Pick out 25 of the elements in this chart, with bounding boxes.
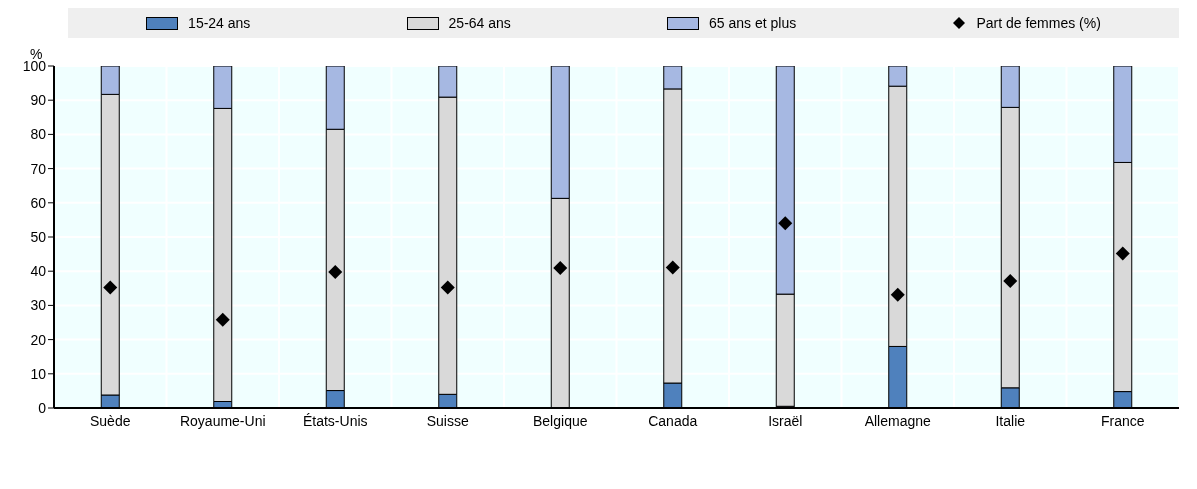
y-tick-label: 90 bbox=[30, 92, 47, 109]
y-tick-label: 10 bbox=[30, 365, 47, 382]
y-tick-label: 30 bbox=[30, 297, 47, 314]
x-tick-label: Suisse bbox=[426, 412, 469, 429]
y-tick-label: 40 bbox=[30, 263, 47, 280]
x-tick-label: Allemagne bbox=[864, 412, 932, 429]
x-tick-label: France bbox=[1100, 412, 1145, 429]
y-tick-label: 60 bbox=[30, 194, 47, 211]
x-tick-label: Israël bbox=[768, 412, 803, 429]
legend-label: 25-64 ans bbox=[448, 15, 511, 31]
y-tick-label: 20 bbox=[30, 331, 47, 348]
y-tick-label: 0 bbox=[38, 399, 47, 416]
legend-label: Part de femmes (%) bbox=[976, 15, 1101, 31]
x-tick-label: Canada bbox=[648, 412, 698, 429]
y-tick-label: 70 bbox=[30, 160, 47, 177]
y-tick-label: 50 bbox=[30, 228, 47, 245]
x-tick-label: Suède bbox=[90, 412, 131, 429]
x-tick-label: Belgique bbox=[533, 412, 588, 429]
x-tick-label: Italie bbox=[995, 412, 1026, 429]
y-axis-title: % bbox=[30, 46, 43, 62]
x-tick-label: États-Unis bbox=[302, 412, 368, 429]
y-tick-label: 80 bbox=[30, 126, 47, 143]
legend-label: 65 ans et plus bbox=[709, 15, 797, 31]
x-tick-label: Royaume-Uni bbox=[179, 412, 266, 429]
legend-label: 15-24 ans bbox=[188, 15, 251, 31]
